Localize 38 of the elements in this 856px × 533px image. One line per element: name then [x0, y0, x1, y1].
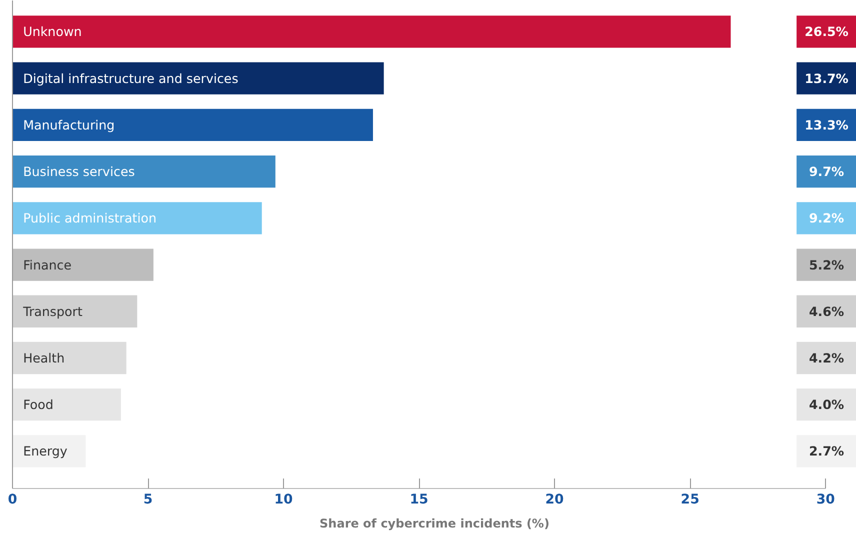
- data-label: 9.7%: [808, 164, 844, 180]
- bar: [12, 62, 384, 94]
- bar: [12, 108, 373, 142]
- y-tick-label: Business services: [23, 164, 135, 180]
- data-label: 13.3%: [804, 117, 849, 132]
- data-label: 2.7%: [808, 444, 844, 459]
- x-tick-label: 20: [545, 492, 564, 508]
- bar: [12, 295, 138, 328]
- x-tick-label: 25: [680, 492, 700, 508]
- x-axis-title: Share of cybercrime incidents (%): [320, 516, 550, 530]
- x-tick-label: 15: [410, 492, 428, 508]
- data-label: 26.5%: [804, 24, 849, 40]
- data-label: 5.2%: [808, 257, 844, 272]
- data-label: 13.7%: [804, 70, 849, 86]
- bar: [12, 435, 86, 468]
- bar: [12, 202, 262, 234]
- x-tick-label: 10: [274, 492, 293, 508]
- y-tick-label: Food: [23, 397, 54, 412]
- bar: [12, 155, 276, 188]
- y-tick-label: Public administration: [23, 210, 156, 226]
- y-tick-label: Transport: [22, 304, 82, 319]
- bar: [12, 388, 121, 421]
- y-tick-label: Unknown: [23, 24, 82, 40]
- bar: [12, 248, 154, 281]
- x-tick-label: 5: [143, 492, 153, 508]
- data-label: 4.0%: [808, 397, 844, 412]
- y-tick-label: Manufacturing: [23, 117, 115, 132]
- x-tick-label: 0: [8, 492, 18, 508]
- data-label: 4.2%: [808, 350, 844, 366]
- y-tick-label: Digital infrastructure and services: [23, 70, 238, 86]
- data-label: 9.2%: [808, 210, 844, 226]
- bar: [12, 16, 731, 48]
- data-label: 4.6%: [808, 304, 844, 319]
- y-tick-label: Energy: [23, 444, 68, 459]
- x-tick-label: 30: [816, 492, 835, 508]
- bar: [12, 342, 126, 374]
- y-tick-label: Finance: [23, 257, 72, 272]
- y-tick-label: Health: [23, 350, 65, 366]
